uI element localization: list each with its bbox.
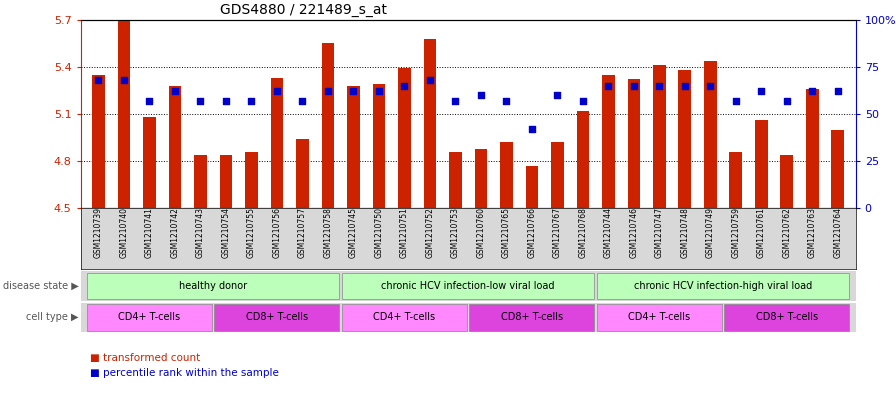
Bar xyxy=(347,86,360,208)
Text: chronic HCV infection-low viral load: chronic HCV infection-low viral load xyxy=(382,281,555,291)
Text: CD8+ T-cells: CD8+ T-cells xyxy=(756,312,818,322)
Bar xyxy=(398,68,410,208)
Point xyxy=(474,92,488,98)
Point xyxy=(703,83,718,89)
FancyBboxPatch shape xyxy=(87,273,340,299)
Text: GDS4880 / 221489_s_at: GDS4880 / 221489_s_at xyxy=(220,3,387,17)
Bar xyxy=(296,139,309,208)
Bar xyxy=(271,78,283,208)
Point xyxy=(142,97,157,104)
Point xyxy=(116,77,131,83)
Bar xyxy=(475,149,487,208)
Point xyxy=(601,83,616,89)
Point xyxy=(372,88,386,94)
Bar xyxy=(143,117,156,208)
Bar xyxy=(780,155,793,208)
FancyBboxPatch shape xyxy=(342,273,594,299)
FancyBboxPatch shape xyxy=(597,273,849,299)
Point xyxy=(346,88,360,94)
Bar xyxy=(246,152,258,208)
Bar xyxy=(627,79,641,208)
Text: ■ transformed count: ■ transformed count xyxy=(90,353,200,363)
FancyBboxPatch shape xyxy=(87,304,212,331)
Bar xyxy=(755,120,768,208)
Text: chronic HCV infection-high viral load: chronic HCV infection-high viral load xyxy=(634,281,813,291)
Bar xyxy=(373,84,385,208)
Point xyxy=(168,88,182,94)
Point xyxy=(219,97,233,104)
Point xyxy=(780,97,794,104)
Bar xyxy=(526,166,538,208)
Bar xyxy=(551,142,564,208)
FancyBboxPatch shape xyxy=(470,304,594,331)
Point xyxy=(806,88,820,94)
FancyBboxPatch shape xyxy=(724,304,849,331)
Text: ■ percentile rank within the sample: ■ percentile rank within the sample xyxy=(90,368,279,378)
Bar xyxy=(831,130,844,208)
Point xyxy=(194,97,208,104)
Bar xyxy=(729,152,742,208)
Bar xyxy=(424,39,436,208)
Point xyxy=(499,97,513,104)
Point xyxy=(270,88,284,94)
Point xyxy=(448,97,462,104)
Bar xyxy=(322,43,334,208)
Point xyxy=(677,83,692,89)
Text: CD4+ T-cells: CD4+ T-cells xyxy=(628,312,691,322)
Bar xyxy=(194,155,207,208)
Point xyxy=(525,126,539,132)
Bar xyxy=(653,65,666,208)
Point xyxy=(728,97,743,104)
FancyBboxPatch shape xyxy=(597,304,722,331)
Bar xyxy=(92,75,105,208)
Text: CD8+ T-cells: CD8+ T-cells xyxy=(501,312,563,322)
Point xyxy=(626,83,641,89)
Text: healthy donor: healthy donor xyxy=(179,281,247,291)
Point xyxy=(576,97,590,104)
FancyBboxPatch shape xyxy=(342,304,467,331)
Point xyxy=(296,97,310,104)
Point xyxy=(91,77,106,83)
Text: CD8+ T-cells: CD8+ T-cells xyxy=(246,312,308,322)
Point xyxy=(423,77,437,83)
Point xyxy=(245,97,259,104)
Point xyxy=(652,83,667,89)
Bar xyxy=(602,75,615,208)
Bar xyxy=(220,155,232,208)
Text: cell type ▶: cell type ▶ xyxy=(26,312,79,322)
Point xyxy=(754,88,769,94)
Bar xyxy=(576,111,590,208)
Bar xyxy=(500,142,513,208)
Bar xyxy=(117,20,130,208)
Bar xyxy=(168,86,181,208)
Bar xyxy=(449,152,461,208)
Text: CD4+ T-cells: CD4+ T-cells xyxy=(118,312,180,322)
Point xyxy=(321,88,335,94)
FancyBboxPatch shape xyxy=(214,304,340,331)
Text: CD4+ T-cells: CD4+ T-cells xyxy=(374,312,435,322)
Text: disease state ▶: disease state ▶ xyxy=(3,281,79,291)
Point xyxy=(550,92,564,98)
Point xyxy=(397,83,411,89)
Bar xyxy=(678,70,691,208)
Point xyxy=(831,88,845,94)
Bar xyxy=(704,61,717,208)
Bar xyxy=(806,89,819,208)
